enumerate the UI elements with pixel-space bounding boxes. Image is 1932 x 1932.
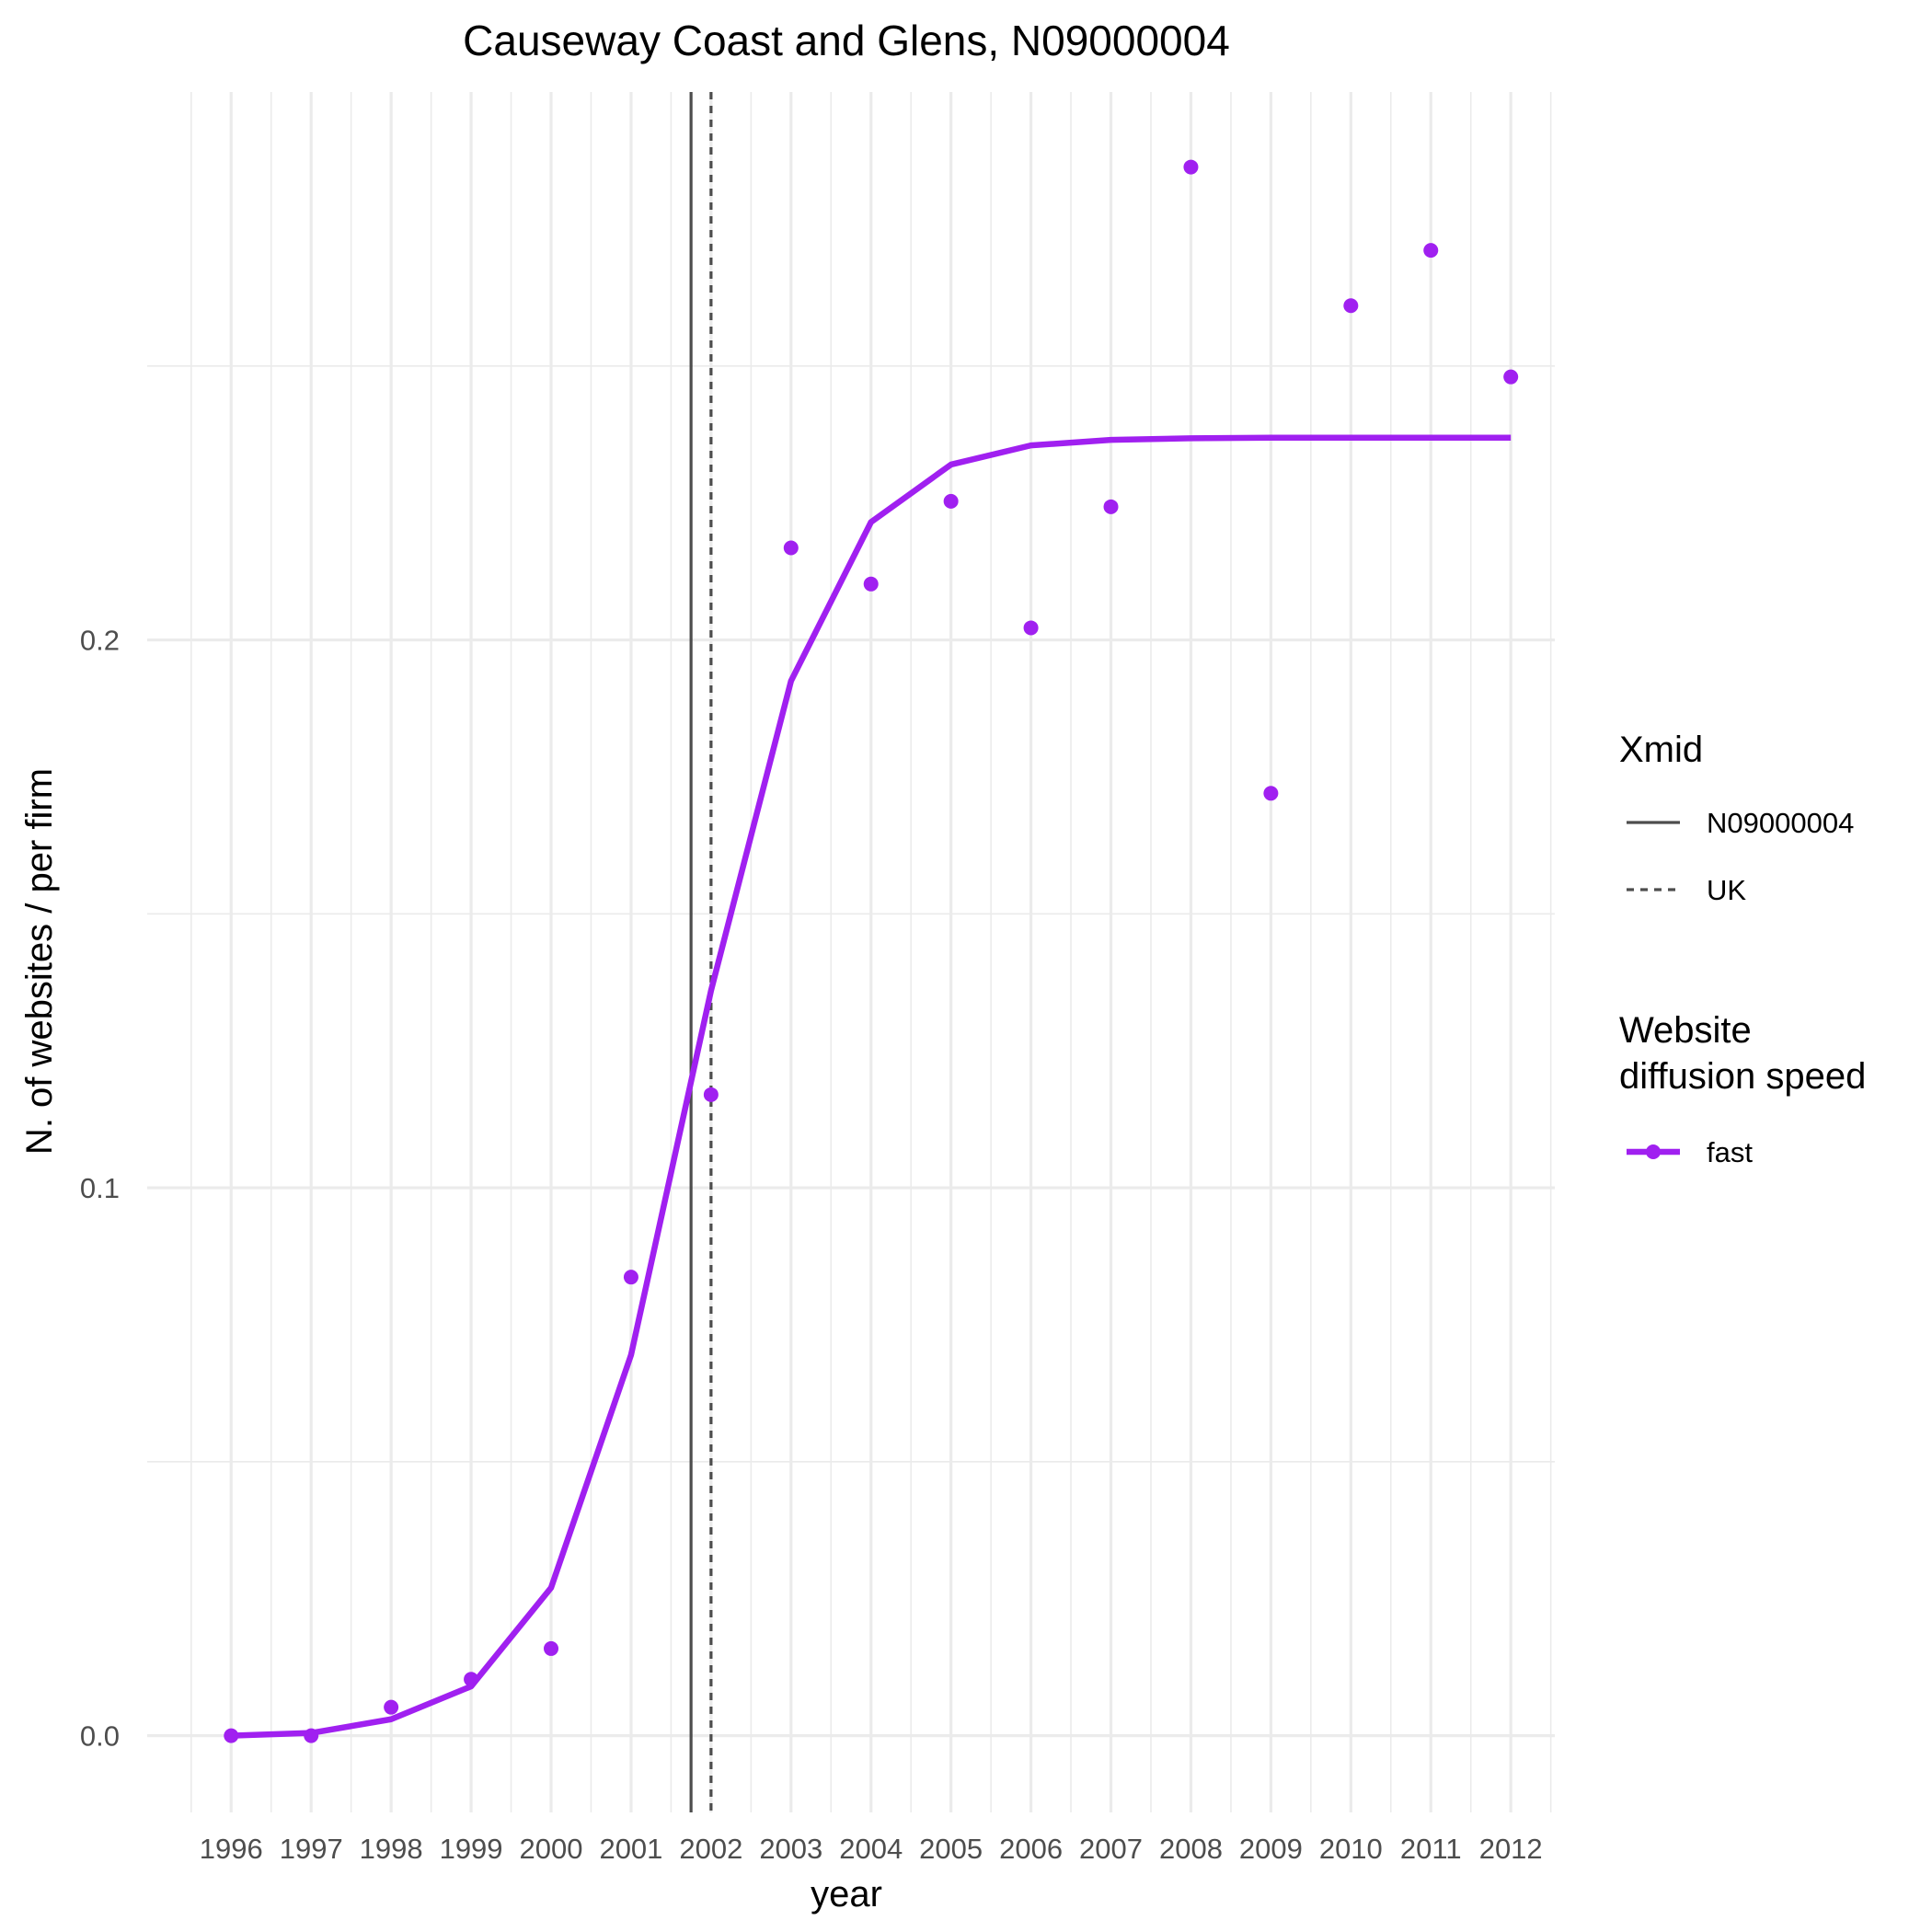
x-tick-label: 2002: [679, 1833, 742, 1865]
data-point: [623, 1270, 638, 1285]
x-tick-label: 2011: [1400, 1833, 1462, 1865]
data-point: [384, 1699, 399, 1715]
x-tick-label: 2004: [839, 1833, 903, 1865]
x-tick-label: 1997: [280, 1833, 343, 1865]
x-tick-label: 2003: [759, 1833, 822, 1865]
legend-key-fast-point: [1646, 1144, 1661, 1159]
data-point: [1263, 786, 1279, 801]
x-tick-label: 2006: [999, 1833, 1063, 1865]
data-point: [703, 1087, 719, 1102]
x-tick-label: 2010: [1319, 1833, 1383, 1865]
data-point: [943, 493, 959, 509]
legend: Xmid N09000004 UK Website diffusion speed fas…: [1619, 730, 1866, 1168]
reference-lines: [689, 92, 713, 1812]
data-point: [1503, 369, 1519, 385]
legend-title-xmid: Xmid: [1619, 730, 1703, 770]
y-tick-label: 0.1: [80, 1172, 120, 1204]
data-point: [224, 1728, 239, 1743]
x-tick-label: 2012: [1479, 1833, 1543, 1865]
legend-label-n09000004: N09000004: [1707, 807, 1854, 839]
x-tick-label: 1998: [360, 1833, 423, 1865]
x-tick-label: 2005: [919, 1833, 983, 1865]
x-tick-label: 1996: [200, 1833, 263, 1865]
x-tick-label: 2009: [1239, 1833, 1303, 1865]
x-tick-label: 2000: [520, 1833, 583, 1865]
y-tick-label: 0.2: [80, 625, 120, 657]
legend-title-speed-line1: Website: [1619, 1010, 1752, 1051]
x-axis-title: year: [811, 1874, 882, 1915]
chart-title: Causeway Coast and Glens, N09000004: [463, 17, 1230, 64]
data-point: [1023, 620, 1039, 636]
legend-title-speed-line2: diffusion speed: [1619, 1056, 1866, 1097]
x-tick-label: 1999: [440, 1833, 503, 1865]
data-point: [1103, 499, 1119, 514]
data-point: [1343, 298, 1359, 314]
y-tick-label: 0.0: [80, 1720, 120, 1753]
data-point: [1423, 243, 1439, 259]
legend-label-fast: fast: [1707, 1136, 1753, 1168]
data-point: [304, 1728, 319, 1743]
series: [224, 159, 1519, 1743]
legend-label-uk: UK: [1707, 874, 1746, 906]
fitted-line: [231, 434, 1512, 1739]
data-point: [863, 576, 879, 592]
x-tick-label: 2001: [599, 1833, 662, 1865]
y-axis-title: N. of websites / per firm: [19, 768, 60, 1155]
data-point: [1183, 159, 1199, 175]
data-point: [783, 540, 799, 556]
data-point: [544, 1640, 559, 1656]
x-tick-label: 2008: [1159, 1833, 1223, 1865]
data-point: [464, 1672, 479, 1687]
axes: 1996 1997 1998 1999 2000 2001 2002 2003 2004 2005…: [80, 625, 1543, 1865]
x-tick-label: 2007: [1079, 1833, 1143, 1865]
